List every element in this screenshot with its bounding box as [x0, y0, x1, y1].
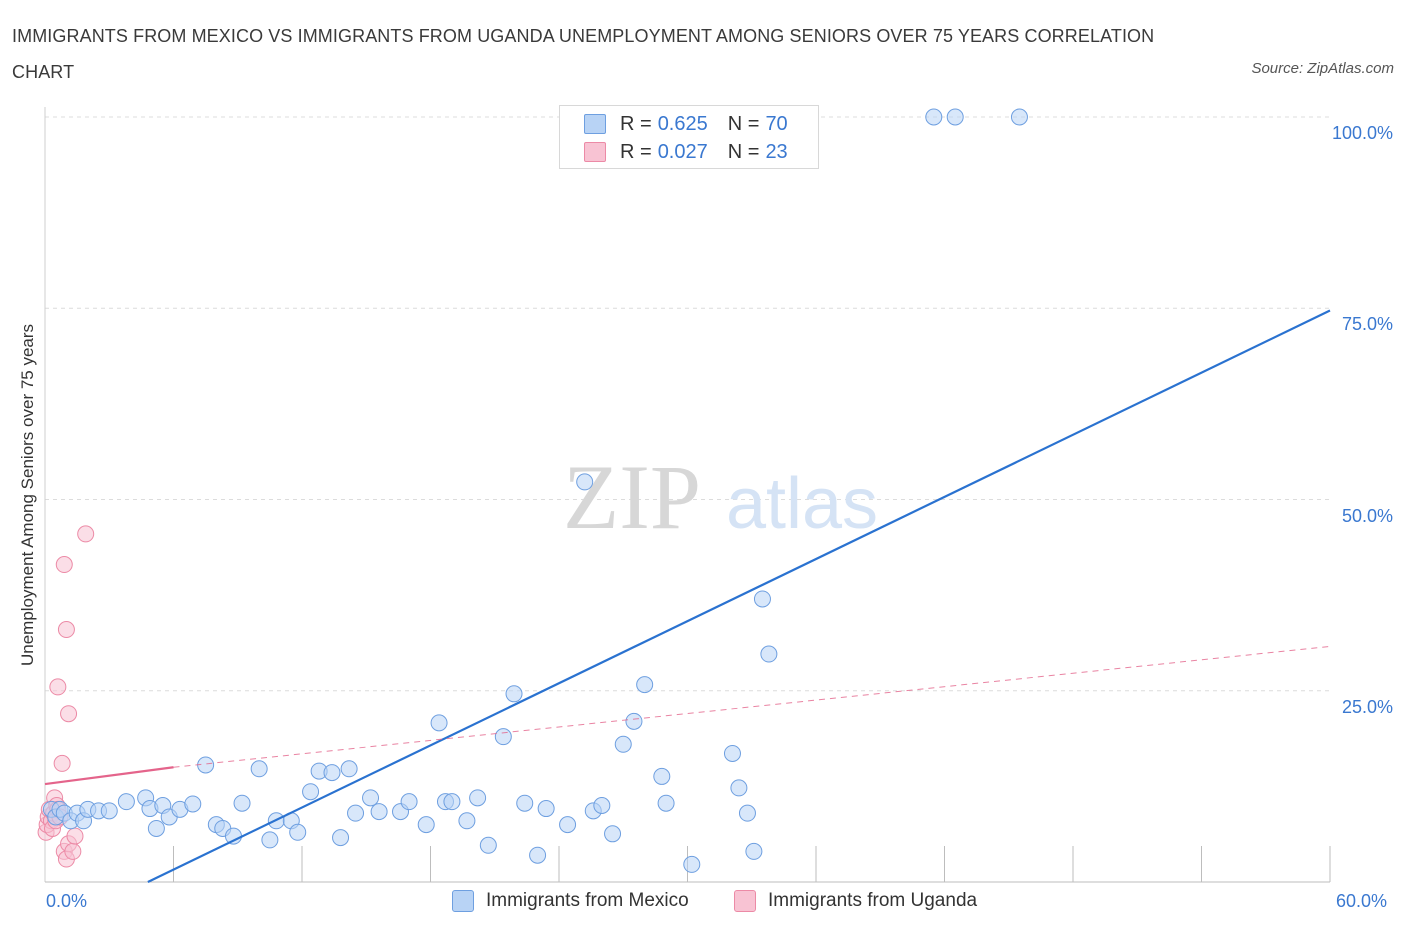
chart-title: IMMIGRANTS FROM MEXICO VS IMMIGRANTS FRO… [12, 26, 1155, 82]
mexico-point [147, 819, 165, 837]
mexico-point [443, 793, 461, 811]
bottom-legend-swatch-uganda [734, 890, 756, 912]
mexico-point [625, 712, 643, 730]
legend-r-value-uganda: 0.027 [657, 140, 708, 163]
mexico-point [184, 795, 202, 813]
legend-swatch-mexico [584, 114, 606, 134]
mexico-point [753, 590, 771, 608]
y-axis-label: Unemployment Among Seniors over 75 years [18, 323, 37, 667]
mexico-point [323, 764, 341, 782]
mexico-point [370, 803, 388, 821]
uganda-point [64, 842, 82, 860]
mexico-point [469, 789, 487, 807]
y-tick-label: 100.0% [1331, 123, 1393, 143]
stats-legend: R = 0.625 N = 70 R = 0.027 N = 23 [559, 105, 819, 169]
x-tick-max: 60.0% [1336, 891, 1388, 911]
mexico-point [1010, 108, 1028, 126]
mexico-point [653, 767, 671, 785]
uganda-trendline-extended [173, 645, 1331, 768]
uganda-point [77, 525, 95, 543]
uganda-trendline [44, 766, 174, 786]
legend-r-label: R = [620, 140, 652, 163]
mexico-point [400, 793, 418, 811]
watermark: ZIP atlas [563, 446, 878, 548]
mexico-point [505, 685, 523, 703]
mexico-point [417, 816, 435, 834]
uganda-point [49, 678, 67, 696]
source-label: Source: ZipAtlas.com [1251, 60, 1394, 77]
mexico-point [430, 714, 448, 732]
mexico-point [723, 744, 741, 762]
legend-n-value-mexico: 70 [765, 112, 788, 135]
mexico-point [576, 473, 594, 491]
mexico-point [494, 728, 512, 746]
mexico-point [683, 855, 701, 873]
mexico-point [362, 789, 380, 807]
mexico-points [42, 108, 1028, 873]
mexico-point [458, 812, 476, 830]
legend-row-mexico: R = 0.625 N = 70 [584, 110, 788, 138]
axes [44, 107, 1331, 883]
mexico-point [529, 846, 547, 864]
x-tick-min: 0.0% [46, 891, 88, 911]
mexico-point [730, 779, 748, 797]
uganda-point [66, 827, 84, 845]
mexico-point [657, 794, 675, 812]
mexico-point [233, 794, 251, 812]
mexico-point [604, 825, 622, 843]
mexico-point [738, 804, 756, 822]
mexico-point [332, 829, 350, 847]
mexico-point [340, 760, 358, 778]
bottom-legend-uganda: Immigrants from Uganda [734, 890, 977, 912]
mexico-point [479, 836, 497, 854]
y-tick-label: 25.0% [1341, 696, 1393, 717]
legend-r-value-mexico: 0.625 [657, 112, 708, 135]
mexico-point [537, 800, 555, 818]
mexico-point [760, 645, 778, 663]
legend-row-uganda: R = 0.027 N = 23 [584, 138, 788, 166]
bottom-legend-swatch-mexico [452, 890, 474, 912]
mexico-point [302, 783, 320, 801]
bottom-legend-label-mexico: Immigrants from Mexico [486, 890, 689, 911]
legend-n-label: N = [727, 140, 760, 163]
bottom-legend-mexico: Immigrants from Mexico [452, 890, 689, 912]
legend-n-value-uganda: 23 [765, 140, 788, 163]
mexico-point [117, 793, 135, 811]
mexico-point [925, 108, 943, 126]
mexico-point [100, 802, 118, 820]
watermark-zip: ZIP [563, 446, 701, 548]
legend-swatch-uganda [584, 142, 606, 162]
legend-r-label: R = [620, 112, 652, 135]
uganda-point [53, 754, 71, 772]
uganda-point [60, 705, 78, 723]
mexico-point [593, 797, 611, 814]
uganda-point [57, 621, 75, 639]
legend-n-label: N = [727, 112, 760, 135]
mexico-point [636, 676, 654, 694]
watermark-atlas: atlas [726, 464, 878, 544]
mexico-point [946, 108, 964, 126]
mexico-point [559, 816, 577, 834]
mexico-point [250, 760, 268, 778]
bottom-legend-label-uganda: Immigrants from Uganda [768, 890, 978, 911]
mexico-point [261, 831, 279, 849]
mexico-point [614, 735, 632, 753]
trendlines [44, 309, 1331, 883]
y-tick-label: 75.0% [1341, 314, 1393, 335]
mexico-point [289, 823, 307, 841]
mexico-point [347, 804, 365, 822]
mexico-point [516, 794, 534, 812]
mexico-point [745, 842, 763, 860]
uganda-point [55, 556, 73, 574]
y-tick-label: 50.0% [1341, 505, 1393, 526]
mexico-trendline [147, 309, 1331, 883]
